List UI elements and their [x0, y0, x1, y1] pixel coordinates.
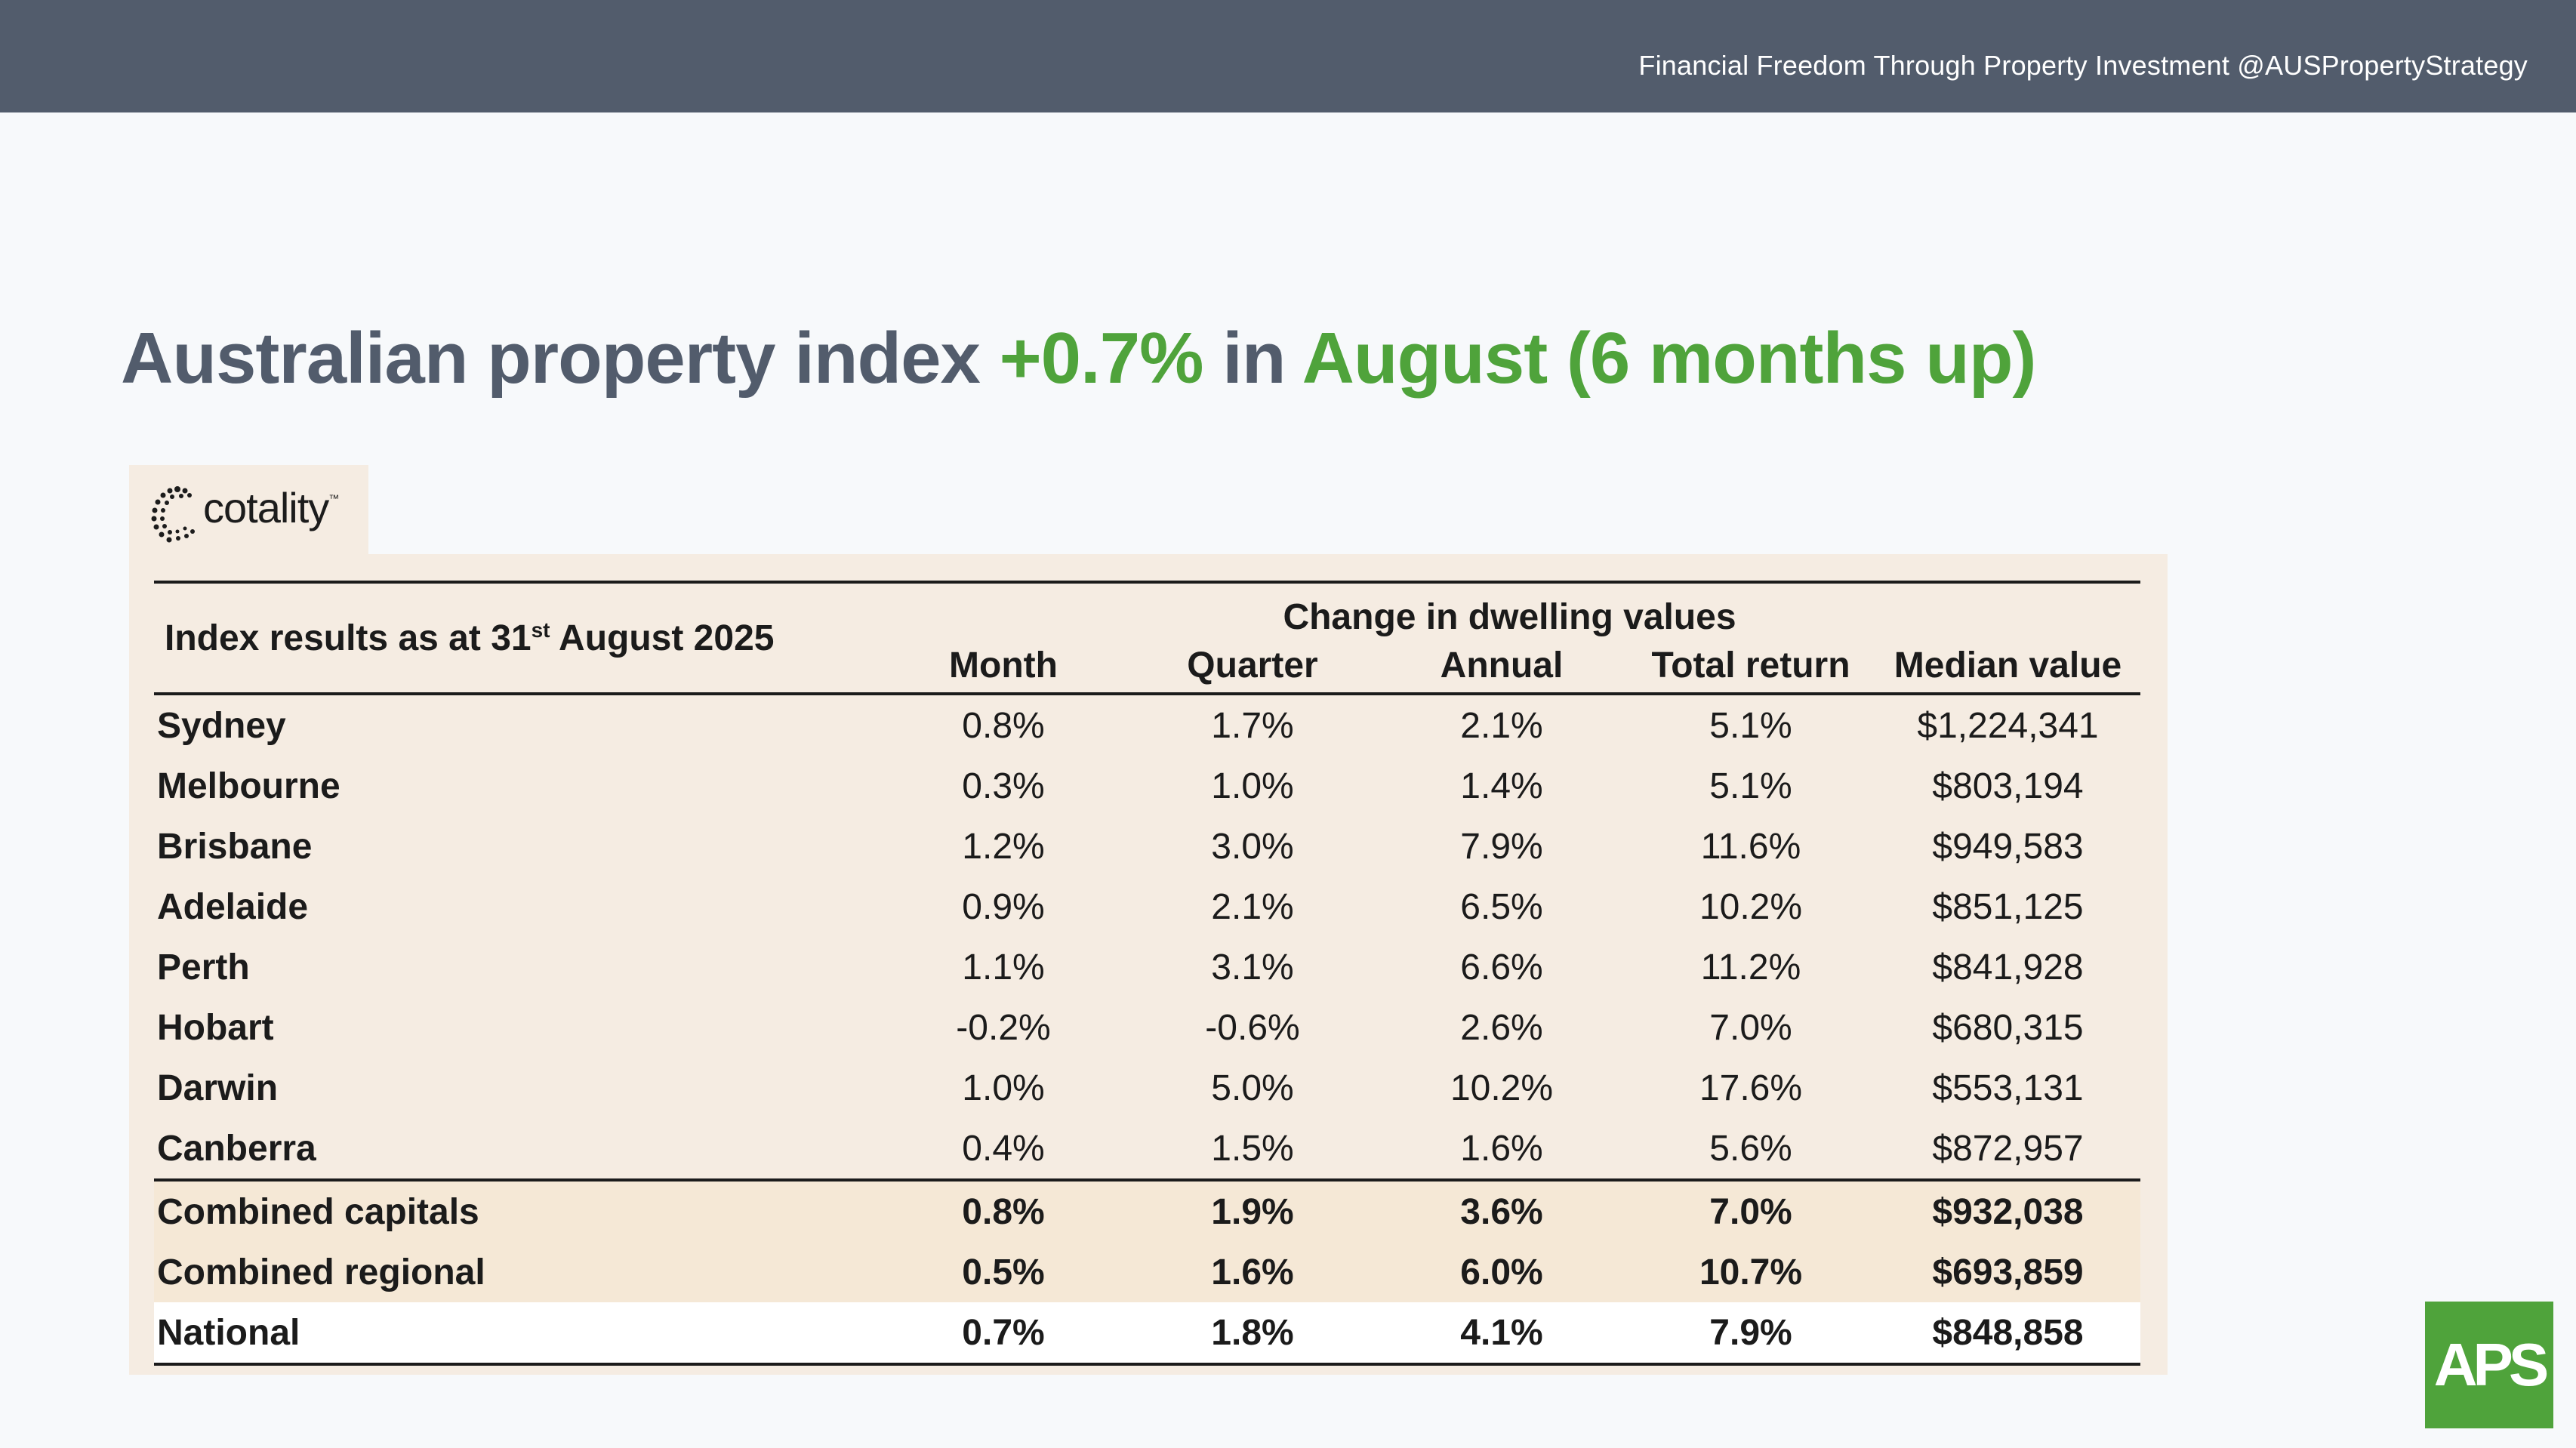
month-value: 0.4%	[962, 1128, 1045, 1169]
combined-capitals-row: Combined capitals 0.8% 1.9% 3.6% 7.0% $9…	[154, 1178, 2140, 1242]
quarter-value: 2.1%	[1211, 886, 1294, 927]
total-return-value: 7.0%	[1709, 1007, 1792, 1048]
month-value: 0.9%	[962, 886, 1045, 927]
median-value: $841,928	[1932, 947, 2084, 987]
median-value: $1,224,341	[1917, 705, 2099, 746]
median-value: $553,131	[1932, 1068, 2084, 1108]
annual-value: 2.6%	[1460, 1007, 1543, 1048]
column-header-total-return: Total return	[1626, 638, 1875, 695]
total-return-value: 7.0%	[1626, 1178, 1875, 1242]
index-results-label: Index results as at 31st August 2025	[154, 582, 879, 695]
quarter-value: 3.1%	[1211, 947, 1294, 987]
month-value: 1.2%	[962, 826, 1045, 867]
annual-value: 6.5%	[1460, 886, 1543, 927]
title-period: August (6 months up)	[1302, 318, 2037, 399]
month-value: 1.0%	[962, 1068, 1045, 1108]
quarter-value: 1.5%	[1211, 1128, 1294, 1169]
city-name: Melbourne	[157, 766, 340, 806]
total-return-value: 7.9%	[1626, 1302, 1875, 1366]
annual-value: 1.6%	[1460, 1128, 1543, 1169]
month-value: 1.1%	[962, 947, 1045, 987]
column-header-annual: Annual	[1377, 638, 1626, 695]
total-return-value: 5.1%	[1709, 766, 1792, 806]
total-return-value: 10.7%	[1699, 1252, 1803, 1292]
quarter-value: 1.7%	[1211, 705, 1294, 746]
annual-value: 2.1%	[1460, 705, 1543, 746]
annual-value: 1.4%	[1460, 766, 1543, 806]
index-results-panel: Index results as at 31st August 2025 Cha…	[129, 554, 2168, 1375]
index-results-table: Index results as at 31st August 2025 Cha…	[154, 581, 2140, 1366]
column-header-quarter: Quarter	[1128, 638, 1377, 695]
title-part-3: in	[1203, 318, 1302, 399]
median-value: $932,038	[1875, 1178, 2140, 1242]
cotality-wordmark: cotality™	[203, 484, 339, 531]
annual-value: 6.0%	[1460, 1252, 1543, 1292]
table-row: Hobart -0.2% -0.6% 2.6% 7.0% $680,315	[154, 997, 2140, 1058]
table-row: Perth 1.1% 3.1% 6.6% 11.2% $841,928	[154, 937, 2140, 997]
month-value: -0.2%	[956, 1007, 1051, 1048]
median-value: $848,858	[1875, 1302, 2140, 1366]
city-name: Canberra	[157, 1128, 316, 1169]
tagline: Financial Freedom Through Property Inves…	[1638, 50, 2528, 81]
total-return-value: 11.6%	[1700, 826, 1801, 867]
city-name: Sydney	[157, 705, 286, 746]
annual-value: 6.6%	[1460, 947, 1543, 987]
annual-value: 3.6%	[1377, 1178, 1626, 1242]
table-row: Adelaide 0.9% 2.1% 6.5% 10.2% $851,125	[154, 877, 2140, 937]
annual-value: 7.9%	[1460, 826, 1543, 867]
cotality-logo-icon	[151, 486, 195, 543]
median-value: $803,194	[1932, 766, 2084, 806]
median-value: $693,859	[1932, 1252, 2084, 1292]
total-return-value: 10.2%	[1699, 886, 1803, 927]
quarter-value: 1.6%	[1211, 1252, 1294, 1292]
city-name: Adelaide	[157, 886, 309, 927]
aps-logo-badge: APS	[2425, 1302, 2553, 1428]
total-return-value: 5.6%	[1709, 1128, 1792, 1169]
month-value: 0.8%	[962, 705, 1045, 746]
quarter-value: 1.8%	[1128, 1302, 1377, 1366]
table-row: Canberra 0.4% 1.5% 1.6% 5.6% $872,957	[154, 1118, 2140, 1180]
median-value: $851,125	[1932, 886, 2084, 927]
quarter-value: 3.0%	[1211, 826, 1294, 867]
column-headers: Month Quarter Annual Total return Median…	[154, 638, 2140, 695]
median-value: $949,583	[1932, 826, 2084, 867]
annual-value: 10.2%	[1450, 1068, 1554, 1108]
table-row: Darwin 1.0% 5.0% 10.2% 17.6% $553,131	[154, 1058, 2140, 1118]
top-banner: Financial Freedom Through Property Inves…	[0, 0, 2576, 112]
median-value: $872,957	[1932, 1128, 2084, 1169]
median-value: $680,315	[1932, 1007, 2084, 1048]
month-value: 0.5%	[962, 1252, 1045, 1292]
quarter-value: 1.0%	[1211, 766, 1294, 806]
annual-value: 4.1%	[1377, 1302, 1626, 1366]
cotality-logo: cotality™	[129, 465, 368, 556]
quarter-value: 5.0%	[1211, 1068, 1294, 1108]
city-name: Hobart	[157, 1007, 274, 1048]
table-row: Brisbane 1.2% 3.0% 7.9% 11.6% $949,583	[154, 816, 2140, 877]
change-in-dwelling-values-header: Change in dwelling values	[1283, 597, 1736, 637]
city-name: Brisbane	[157, 826, 313, 867]
city-name: Darwin	[157, 1068, 279, 1108]
month-value: 0.7%	[879, 1302, 1128, 1366]
city-name: Combined capitals	[154, 1178, 879, 1242]
month-value: 0.8%	[879, 1178, 1128, 1242]
total-return-value: 5.1%	[1709, 705, 1792, 746]
title-change-value: +0.7%	[999, 318, 1204, 399]
quarter-value: -0.6%	[1205, 1007, 1300, 1048]
city-name: Perth	[157, 947, 250, 987]
table-row: Sydney 0.8% 1.7% 2.1% 5.1% $1,224,341	[154, 694, 2140, 756]
page-title: Australian property index +0.7% in Augus…	[121, 317, 2037, 400]
table-row: Melbourne 0.3% 1.0% 1.4% 5.1% $803,194	[154, 756, 2140, 816]
total-return-value: 17.6%	[1699, 1068, 1803, 1108]
month-value: 0.3%	[962, 766, 1045, 806]
quarter-value: 1.9%	[1128, 1178, 1377, 1242]
total-return-value: 11.2%	[1700, 947, 1801, 987]
city-name: Combined regional	[157, 1252, 485, 1292]
column-header-month: Month	[879, 638, 1128, 695]
city-name: National	[154, 1302, 879, 1366]
title-part-1: Australian property index	[121, 318, 1000, 399]
combined-regional-row: Combined regional 0.5% 1.6% 6.0% 10.7% $…	[154, 1242, 2140, 1302]
national-row: National 0.7% 1.8% 4.1% 7.9% $848,858	[154, 1302, 2140, 1366]
column-header-median-value: Median value	[1875, 638, 2140, 695]
